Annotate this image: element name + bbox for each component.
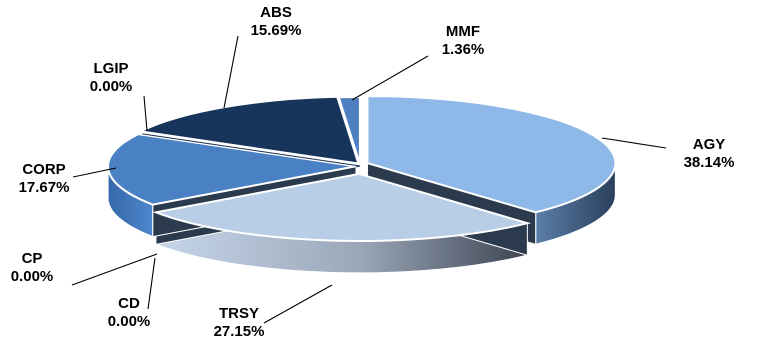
slice-label-corp: CORP bbox=[22, 161, 65, 178]
slice-label-abs: ABS bbox=[260, 4, 292, 21]
slice-label-cd: CD bbox=[118, 295, 140, 312]
slice-value-mmf: 1.36% bbox=[442, 41, 485, 58]
slice-value-trsy: 27.15% bbox=[214, 323, 265, 340]
slice-mmf bbox=[337, 96, 361, 165]
slice-value-cp: 0.00% bbox=[11, 268, 54, 285]
slice-lgip bbox=[142, 133, 361, 167]
leader-line-trsy bbox=[263, 284, 333, 324]
slice-agy bbox=[366, 95, 617, 214]
leader-line-corp bbox=[72, 167, 117, 178]
slice-value-abs: 15.69% bbox=[251, 22, 302, 39]
slice-label-trsy: TRSY bbox=[219, 305, 259, 322]
slice-label-lgip: LGIP bbox=[93, 60, 128, 77]
slice-abs bbox=[137, 95, 360, 165]
slice-value-cd: 0.00% bbox=[108, 313, 151, 330]
slice-value-lgip: 0.00% bbox=[90, 78, 133, 95]
leader-line-lgip bbox=[143, 95, 148, 132]
pie-labels: AGY38.14%TRSY27.15%CD0.00%CP0.00%CORP17.… bbox=[11, 4, 735, 340]
slice-label-agy: AGY bbox=[693, 136, 726, 153]
leader-line-agy bbox=[601, 137, 667, 149]
slice-trsy bbox=[152, 172, 532, 242]
slice-label-mmf: MMF bbox=[446, 23, 480, 40]
leader-line-abs bbox=[223, 35, 239, 109]
leader-line-cd bbox=[147, 257, 156, 310]
leader-line-mmf bbox=[351, 55, 429, 101]
slice-value-corp: 17.67% bbox=[19, 179, 70, 196]
slice-value-agy: 38.14% bbox=[684, 154, 735, 171]
pie-slices bbox=[107, 95, 617, 274]
slice-label-cp: CP bbox=[22, 250, 43, 267]
leader-line-cp bbox=[71, 253, 158, 286]
